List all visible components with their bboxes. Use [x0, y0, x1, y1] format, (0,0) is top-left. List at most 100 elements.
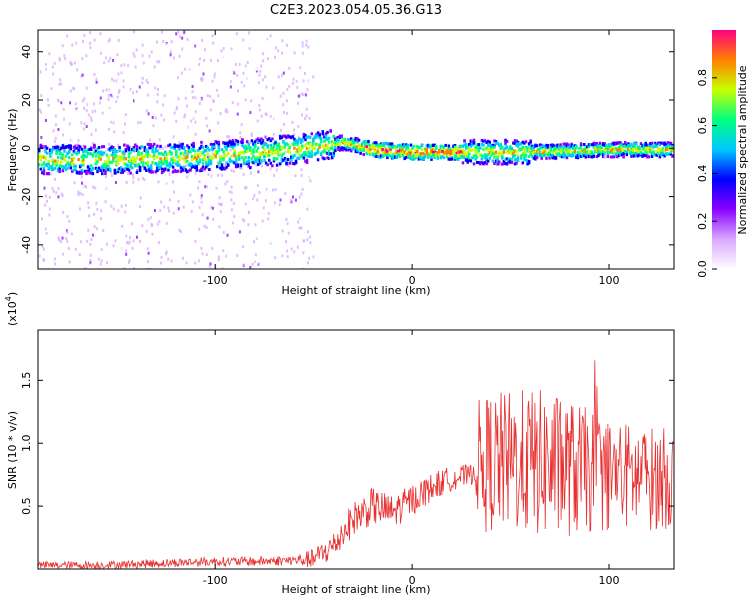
spectrogram-band-cell	[272, 142, 276, 146]
spectrogram-noise-cell	[245, 75, 248, 79]
spectrogram-noise-cell	[164, 145, 167, 149]
spectrogram-band-cell	[74, 144, 77, 148]
spectrogram-band-cell	[171, 161, 175, 165]
spectrogram-noise-cell	[226, 243, 229, 247]
spectrogram-band-cell	[523, 150, 526, 154]
spectrogram-band-cell	[493, 145, 496, 149]
spectrogram-noise-cell	[179, 238, 182, 242]
spectrogram-noise-cell	[185, 261, 188, 265]
spectrogram-band-cell	[217, 143, 221, 147]
spectrogram-band-cell	[419, 152, 422, 156]
spectrogram-noise-cell	[243, 219, 246, 223]
spectrogram-band-cell	[504, 146, 507, 150]
spectrogram-noise-cell	[282, 91, 285, 95]
spectrogram-noise-cell	[191, 85, 194, 89]
spectrogram-noise-cell	[258, 103, 261, 107]
spectrogram-band-cell	[559, 154, 562, 158]
spectrogram-band-cell	[403, 144, 406, 148]
spectrogram-noise-cell	[141, 76, 144, 80]
spectrogram-noise-cell	[79, 99, 82, 103]
spectrogram-band-cell	[455, 148, 458, 152]
spectrogram-noise-cell	[130, 266, 133, 269]
spectrogram-band-cell	[337, 142, 340, 146]
spectrogram-noise-cell	[265, 146, 268, 150]
spectrogram-band-cell	[44, 156, 47, 160]
spectrogram-band-cell	[412, 155, 416, 159]
spectrogram-noise-cell	[202, 266, 205, 269]
spectrogram-band-cell	[208, 158, 211, 162]
spectrogram-band-cell	[223, 154, 227, 158]
spectrogram-band-cell	[431, 150, 435, 154]
spectrogram-band-cell	[390, 155, 394, 159]
spectrogram-band-cell	[647, 143, 651, 147]
top-y-tick-label: -20	[20, 188, 33, 206]
spectrogram-band-cell	[660, 152, 663, 156]
spectrogram-noise-cell	[100, 248, 103, 252]
spectrogram-noise-cell	[74, 102, 77, 106]
spectrogram-noise-cell	[175, 243, 178, 247]
spectrogram-noise-cell	[147, 63, 150, 67]
spectrogram-band-cell	[105, 167, 109, 171]
spectrogram-band-cell	[126, 163, 129, 167]
spectrogram-noise-cell	[195, 209, 198, 213]
spectrogram-band-cell	[171, 170, 175, 174]
spectrogram-noise-cell	[244, 186, 247, 190]
spectrogram-noise-cell	[127, 76, 130, 80]
spectrogram-band-cell	[660, 141, 663, 145]
spectrogram-band-cell	[160, 152, 164, 156]
spectrogram-band-cell	[156, 169, 159, 173]
spectrogram-band-cell	[124, 162, 128, 166]
spectrogram-band-cell	[546, 152, 550, 156]
spectrogram-band-cell	[316, 143, 320, 147]
spectrogram-band-cell	[195, 159, 199, 163]
spectrogram-noise-cell	[170, 40, 173, 44]
spectrogram-band-cell	[119, 157, 123, 161]
spectrogram-band-cell	[486, 148, 490, 152]
spectrogram-noise-cell	[146, 243, 149, 247]
spectrogram-noise-cell	[153, 209, 156, 213]
spectrogram-noise-cell	[54, 89, 57, 93]
spectrogram-noise-cell	[163, 70, 166, 74]
spectrogram-noise-cell	[184, 113, 187, 117]
spectrogram-band-cell	[151, 150, 154, 154]
spectrogram-band-cell	[619, 150, 622, 154]
spectrogram-band-cell	[508, 149, 512, 153]
spectrogram-noise-cell	[257, 81, 260, 85]
spectrogram-band-cell	[474, 148, 477, 152]
spectrogram-band-cell	[269, 139, 273, 143]
spectrogram-noise-cell	[115, 100, 118, 104]
spectrogram-noise-cell	[107, 125, 110, 129]
spectrogram-band-cell	[105, 165, 109, 169]
spectrogram-band-cell	[126, 144, 129, 148]
spectrogram-band-cell	[354, 145, 358, 149]
spectrogram-band-cell	[324, 143, 328, 147]
spectrogram-noise-cell	[185, 133, 188, 137]
spectrogram-noise-cell	[170, 75, 173, 79]
spectrogram-noise-cell	[62, 210, 65, 214]
spectrogram-noise-cell	[167, 257, 170, 261]
spectrogram-band-cell	[291, 155, 295, 159]
spectrogram-band-cell	[236, 153, 239, 157]
spectrogram-noise-cell	[189, 218, 192, 222]
spectrogram-band-cell	[209, 160, 213, 164]
spectrogram-noise-cell	[57, 127, 60, 131]
spectrogram-noise-cell	[249, 265, 252, 269]
spectrogram-band-cell	[538, 143, 542, 147]
spectrogram-noise-cell	[297, 101, 300, 105]
spectrogram-band-cell	[442, 146, 446, 150]
spectrogram-band-cell	[159, 165, 162, 169]
spectrogram-band-cell	[625, 150, 629, 154]
spectrogram-band-cell	[154, 170, 158, 174]
spectrogram-band-cell	[584, 146, 588, 150]
spectrogram-band-cell	[351, 141, 354, 145]
spectrogram-band-cell	[58, 150, 61, 154]
spectrogram-noise-cell	[273, 173, 276, 177]
spectrogram-noise-cell	[201, 252, 204, 256]
spectrogram-band-cell	[661, 147, 665, 151]
spectrogram-band-cell	[104, 162, 107, 166]
spectrogram-band-cell	[518, 147, 521, 151]
spectrogram-noise-cell	[125, 234, 128, 238]
spectrogram-noise-cell	[275, 252, 278, 256]
spectrogram-noise-cell	[135, 90, 138, 94]
spectrogram-noise-cell	[248, 47, 251, 51]
